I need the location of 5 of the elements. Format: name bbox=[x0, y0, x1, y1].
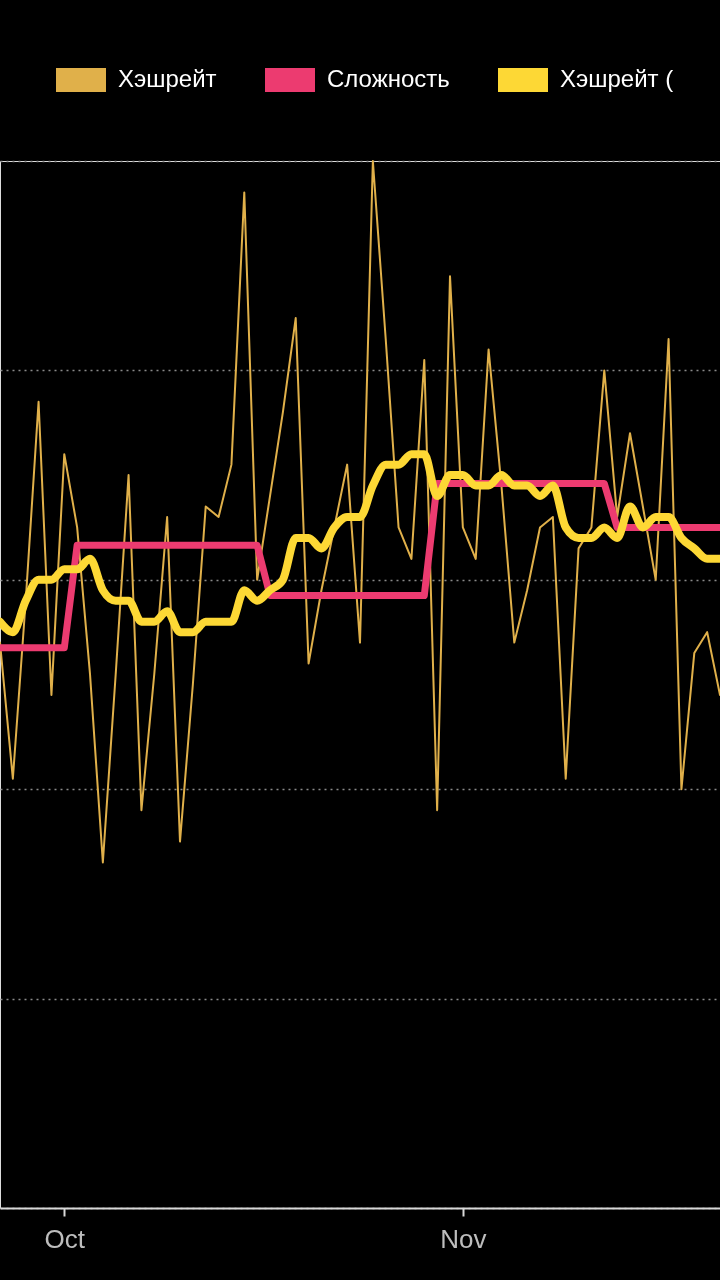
x-tick-label: Nov bbox=[440, 1223, 487, 1254]
legend-label: Сложность bbox=[327, 65, 450, 92]
legend-label: Хэшрейт bbox=[118, 65, 217, 92]
legend-label: Хэшрейт ( bbox=[560, 65, 674, 92]
x-tick-label: Oct bbox=[44, 1223, 86, 1254]
